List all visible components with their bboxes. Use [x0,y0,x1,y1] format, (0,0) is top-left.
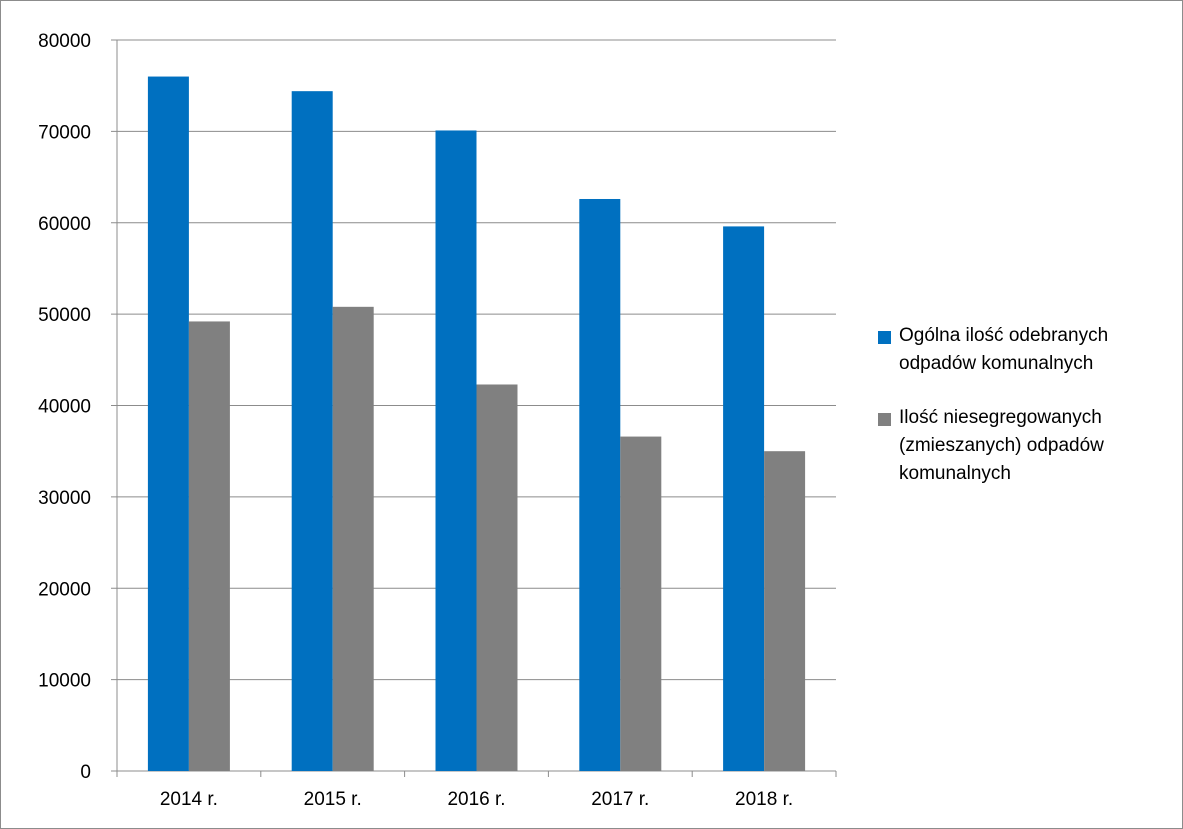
bar-series-1 [435,130,477,771]
bar-series-2 [332,306,374,771]
bar-series-1 [291,91,333,772]
x-tick-label: 2014 r. [160,789,218,810]
bar-series-2 [188,321,230,771]
bar-series-1 [723,226,765,771]
y-tick-label: 10000 [38,671,91,692]
bar-series-2 [476,384,518,771]
legend-swatch-series-1 [878,331,891,344]
bar-series-2 [620,436,662,771]
bar-series-1 [579,198,621,771]
legend-label-series-1: Ogólna ilość odebranych odpadów komunaln… [899,325,1109,374]
y-tick-label: 60000 [38,214,91,235]
x-tick-label: 2017 r. [591,789,649,810]
y-tick-label: 30000 [38,488,91,509]
y-tick-label: 70000 [38,122,91,143]
bar-series-2 [764,451,806,771]
y-tick-label: 80000 [38,31,91,52]
y-tick-label: 20000 [38,579,91,600]
legend-item-series-1: Ogólna ilość odebranych odpadów komunaln… [878,322,1178,378]
x-tick-label: 2016 r. [447,789,505,810]
bar-series-1 [147,76,189,772]
y-tick-label: 0 [80,762,91,783]
legend-label-series-2: Ilość niesegregowanych (zmieszanych) odp… [899,407,1104,484]
x-tick-label: 2018 r. [735,789,793,810]
legend: Ogólna ilość odebranych odpadów komunaln… [878,322,1178,514]
y-tick-label: 50000 [38,305,91,326]
y-tick-label: 40000 [38,397,91,418]
legend-item-series-2: Ilość niesegregowanych (zmieszanych) odp… [878,404,1178,488]
x-tick-label: 2015 r. [304,789,362,810]
legend-swatch-series-2 [878,413,891,426]
